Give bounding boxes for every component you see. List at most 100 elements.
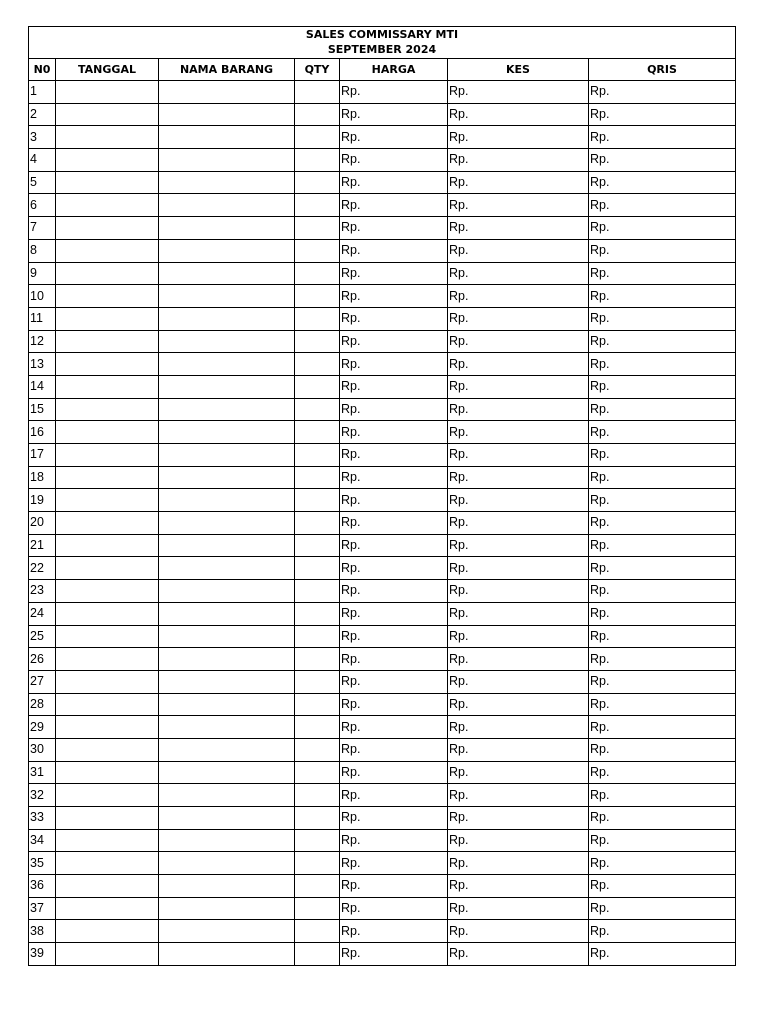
cell-nama-barang	[158, 828, 295, 853]
cell-kes: Rp.	[447, 443, 589, 467]
cell-qris: Rp.	[588, 624, 736, 649]
cell-harga: Rp.	[339, 783, 448, 807]
cell-qris: Rp.	[588, 715, 736, 739]
cell-kes: Rp.	[447, 533, 589, 558]
cell-no: 6	[28, 193, 56, 218]
cell-kes: Rp.	[447, 261, 589, 286]
cell-kes: Rp.	[447, 579, 589, 603]
cell-qris: Rp.	[588, 579, 736, 603]
cell-tanggal	[55, 692, 159, 717]
cell-qris: Rp.	[588, 692, 736, 717]
cell-harga: Rp.	[339, 216, 448, 240]
table-row: 26 Rp. Rp. Rp.	[28, 647, 736, 671]
cell-harga: Rp.	[339, 420, 448, 444]
cell-qty	[294, 669, 340, 694]
cell-qty	[294, 579, 340, 603]
cell-qty	[294, 556, 340, 581]
cell-no: 1	[28, 80, 56, 104]
cell-tanggal	[55, 919, 159, 944]
cell-tanggal	[55, 261, 159, 286]
cell-qris: Rp.	[588, 533, 736, 558]
table-row: 18 Rp. Rp. Rp.	[28, 465, 736, 490]
cell-nama-barang	[158, 874, 295, 898]
table-row: 14 Rp. Rp. Rp.	[28, 374, 736, 399]
cell-kes: Rp.	[447, 942, 589, 966]
cell-nama-barang	[158, 647, 295, 671]
table-row: 11 Rp. Rp. Rp.	[28, 306, 736, 331]
cell-harga: Rp.	[339, 261, 448, 286]
cell-harga: Rp.	[339, 465, 448, 490]
cell-qris: Rp.	[588, 488, 736, 513]
cell-qris: Rp.	[588, 783, 736, 807]
cell-no: 7	[28, 216, 56, 240]
cell-no: 14	[28, 374, 56, 399]
cell-tanggal	[55, 443, 159, 467]
cell-harga: Rp.	[339, 374, 448, 399]
table-row: 12 Rp. Rp. Rp.	[28, 329, 736, 354]
table-row: 1 Rp. Rp. Rp.	[28, 80, 736, 104]
cell-nama-barang	[158, 737, 295, 762]
cell-tanggal	[55, 238, 159, 263]
table-row: 39 Rp. Rp. Rp.	[28, 942, 736, 966]
table-row: 6 Rp. Rp. Rp.	[28, 193, 736, 218]
cell-kes: Rp.	[447, 919, 589, 944]
cell-qris: Rp.	[588, 919, 736, 944]
cell-qty	[294, 125, 340, 150]
cell-qty	[294, 216, 340, 240]
cell-qris: Rp.	[588, 851, 736, 876]
cell-nama-barang	[158, 579, 295, 603]
cell-no: 28	[28, 692, 56, 717]
cell-nama-barang	[158, 125, 295, 150]
cell-kes: Rp.	[447, 647, 589, 671]
cell-no: 25	[28, 624, 56, 649]
cell-harga: Rp.	[339, 760, 448, 785]
cell-nama-barang	[158, 669, 295, 694]
cell-harga: Rp.	[339, 556, 448, 581]
cell-harga: Rp.	[339, 533, 448, 558]
cell-nama-barang	[158, 216, 295, 240]
cell-qty	[294, 942, 340, 966]
cell-harga: Rp.	[339, 238, 448, 263]
cell-kes: Rp.	[447, 783, 589, 807]
table-row: 36 Rp. Rp. Rp.	[28, 874, 736, 898]
cell-kes: Rp.	[447, 760, 589, 785]
cell-nama-barang	[158, 306, 295, 331]
cell-no: 27	[28, 669, 56, 694]
cell-no: 26	[28, 647, 56, 671]
cell-tanggal	[55, 125, 159, 150]
table-row: 15 Rp. Rp. Rp.	[28, 397, 736, 422]
cell-nama-barang	[158, 760, 295, 785]
cell-harga: Rp.	[339, 125, 448, 150]
cell-harga: Rp.	[339, 284, 448, 308]
table-body: 1 Rp. Rp. Rp. 2 Rp. Rp. Rp. 3 Rp. Rp. Rp. 4 Rp. Rp. Rp.…	[28, 80, 736, 966]
cell-tanggal	[55, 737, 159, 762]
document-subtitle-period: SEPTEMBER 2024	[28, 42, 736, 59]
cell-qris: Rp.	[588, 125, 736, 150]
cell-qris: Rp.	[588, 102, 736, 127]
table-row: 7 Rp. Rp. Rp.	[28, 216, 736, 240]
table-row: 10 Rp. Rp. Rp.	[28, 284, 736, 308]
table-row: 4 Rp. Rp. Rp.	[28, 148, 736, 172]
table-row: 33 Rp. Rp. Rp.	[28, 806, 736, 830]
cell-kes: Rp.	[447, 737, 589, 762]
cell-qris: Rp.	[588, 556, 736, 581]
table-row: 17 Rp. Rp. Rp.	[28, 443, 736, 467]
cell-qris: Rp.	[588, 329, 736, 354]
table-row: 29 Rp. Rp. Rp.	[28, 715, 736, 739]
cell-kes: Rp.	[447, 465, 589, 490]
cell-qris: Rp.	[588, 828, 736, 853]
cell-no: 38	[28, 919, 56, 944]
cell-nama-barang	[158, 601, 295, 626]
cell-no: 24	[28, 601, 56, 626]
cell-kes: Rp.	[447, 374, 589, 399]
cell-no: 23	[28, 579, 56, 603]
cell-no: 16	[28, 420, 56, 444]
cell-kes: Rp.	[447, 511, 589, 535]
cell-qris: Rp.	[588, 760, 736, 785]
cell-tanggal	[55, 715, 159, 739]
cell-harga: Rp.	[339, 80, 448, 104]
table-row: 25 Rp. Rp. Rp.	[28, 624, 736, 649]
cell-nama-barang	[158, 420, 295, 444]
table-row: 37 Rp. Rp. Rp.	[28, 896, 736, 921]
cell-harga: Rp.	[339, 828, 448, 853]
